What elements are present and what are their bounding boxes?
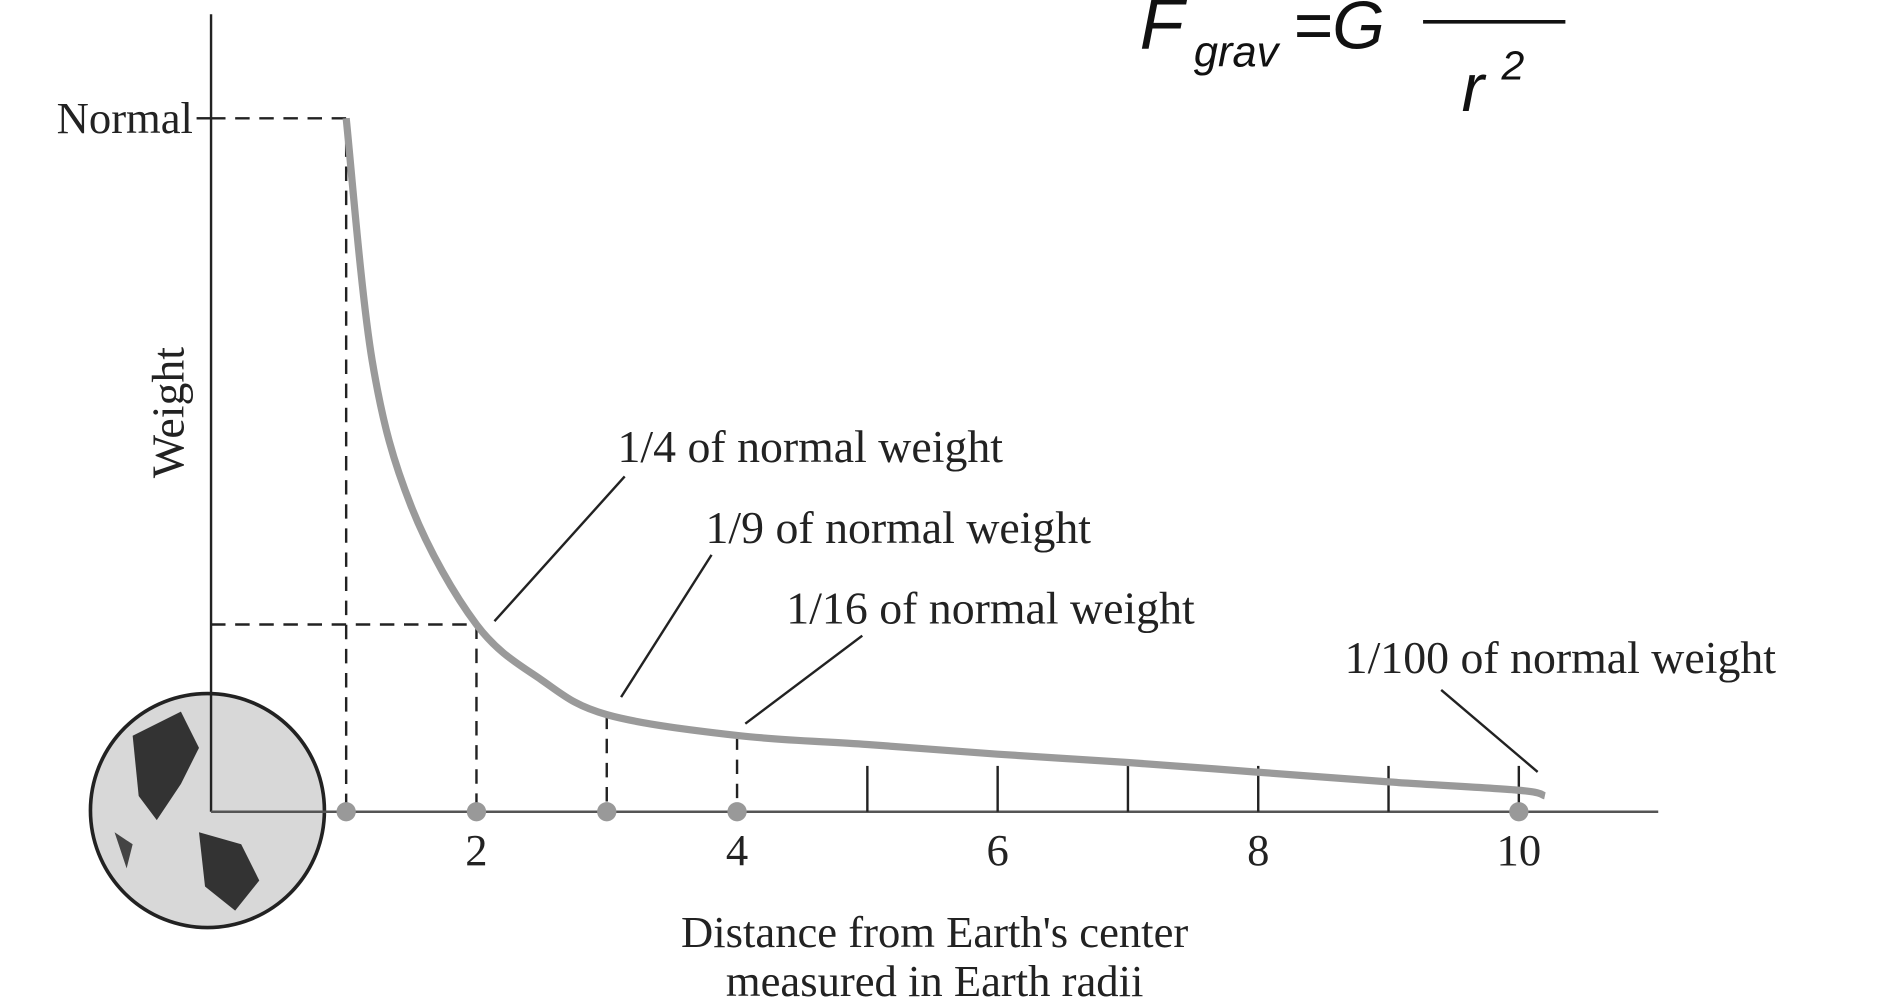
formula-exponent: 2 — [1500, 43, 1524, 89]
x-tick-label: 8 — [1247, 825, 1269, 875]
annotation: 1/4 of normal weight — [617, 421, 1003, 472]
x-axis-label: Distance from Earth's center — [681, 907, 1188, 957]
x-axis-label: measured in Earth radii — [726, 956, 1143, 1006]
x-tick-label: 10 — [1497, 825, 1542, 875]
leader-line — [1440, 689, 1539, 773]
x-tick-label: 6 — [986, 825, 1008, 875]
x-tick-label: 2 — [465, 825, 487, 875]
axis-dot — [727, 802, 747, 822]
x-tick-label: 4 — [726, 825, 748, 875]
annotation: 1/16 of normal weight — [786, 583, 1195, 634]
leader-line — [620, 554, 713, 698]
formula-denominator: r — [1462, 51, 1487, 126]
weight-curve — [342, 117, 1546, 800]
leader-line — [744, 634, 864, 725]
y-tick-label: Normal — [57, 93, 193, 143]
formula-rhs: =G — [1293, 0, 1385, 63]
annotation: 1/100 of normal weight — [1345, 632, 1777, 683]
axis-dot — [1509, 802, 1529, 822]
axis-dot — [336, 802, 356, 822]
annotation: 1/9 of normal weight — [706, 502, 1092, 553]
axis-dot — [466, 802, 487, 822]
leader-line — [493, 475, 626, 622]
formula-lhs: F — [1140, 0, 1188, 64]
formula-subscript: grav — [1194, 28, 1281, 76]
earth — [88, 691, 327, 930]
y-axis-label: Weight — [142, 347, 193, 478]
axis-dot — [597, 802, 617, 822]
